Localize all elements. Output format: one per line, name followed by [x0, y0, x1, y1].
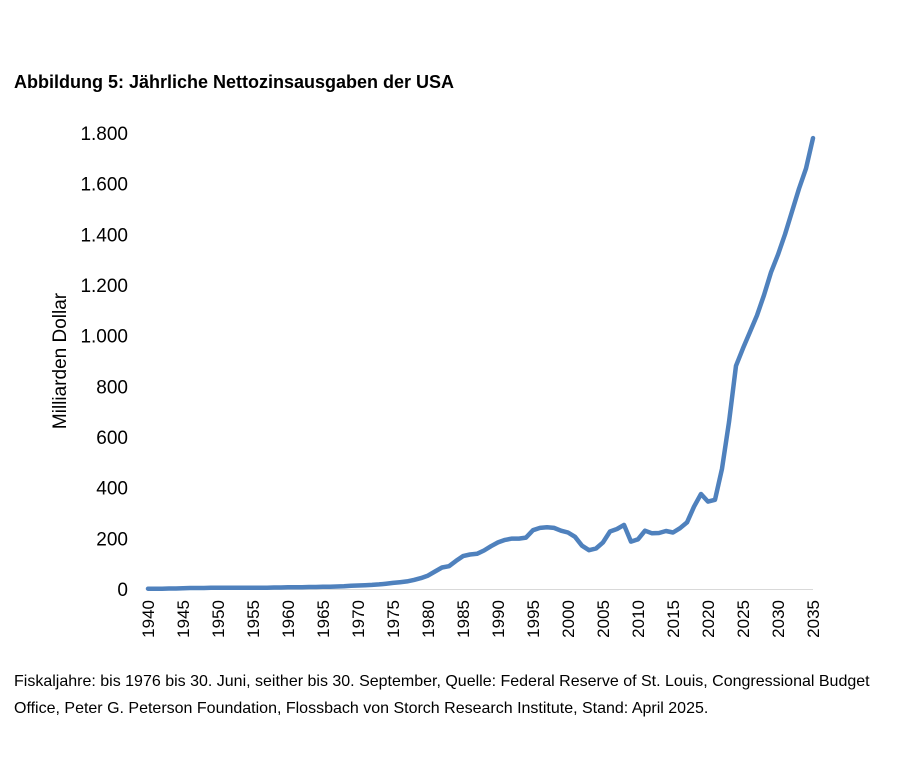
y-axis-label: Milliarden Dollar [50, 292, 71, 429]
y-tick-label: 600 [96, 428, 128, 449]
y-tick-label: 1.200 [80, 276, 128, 297]
x-tick-label: 1945 [174, 600, 193, 638]
x-tick-label: 1975 [384, 600, 403, 638]
chart-plot: Milliarden Dollar 0 200 400 600 800 1.000 1.20… [50, 124, 823, 638]
x-tick-label: 2005 [594, 600, 613, 638]
y-tick-label: 1.400 [80, 225, 128, 246]
y-tick-label: 1.800 [80, 124, 128, 145]
x-tick-label: 1950 [209, 600, 228, 638]
source-footnote: Fiskaljahre: bis 1976 bis 30. Juni, seit… [14, 673, 870, 717]
x-tick-label: 2035 [804, 600, 823, 638]
x-tick-label: 1960 [279, 600, 298, 638]
x-tick-label: 1955 [244, 600, 263, 638]
x-tick-label: 2010 [629, 600, 648, 638]
y-tick-label: 1.600 [80, 175, 128, 196]
x-tick-label: 2015 [664, 600, 683, 638]
x-tick-label: 2025 [734, 600, 753, 638]
y-tick-label: 400 [96, 479, 128, 500]
x-tick-label: 1965 [314, 600, 333, 638]
y-tick-labels: 0 200 400 600 800 1.000 1.200 1.400 1.600 1.800 [80, 124, 128, 601]
x-tick-label: 1970 [349, 600, 368, 638]
x-tick-label: 2000 [559, 600, 578, 638]
y-tick-label: 1.000 [80, 327, 128, 348]
x-tick-labels: 1940 1945 1950 1955 1960 1965 1970 1975 1980 1985… [139, 600, 823, 638]
y-tick-label: 800 [96, 377, 128, 398]
x-tick-label: 1985 [454, 600, 473, 638]
chart-title: Abbildung 5: Jährliche Nettozinsausgaben… [14, 72, 455, 92]
x-tick-label: 1995 [524, 600, 543, 638]
x-tick-label: 1980 [419, 600, 438, 638]
y-tick-label: 0 [117, 580, 128, 601]
x-tick-label: 1990 [489, 600, 508, 638]
series-line-net-interest [145, 135, 816, 591]
y-tick-label: 200 [96, 529, 128, 550]
x-tick-label: 2030 [769, 600, 788, 638]
x-tick-label: 2020 [699, 600, 718, 638]
x-tick-label: 1940 [139, 600, 158, 638]
